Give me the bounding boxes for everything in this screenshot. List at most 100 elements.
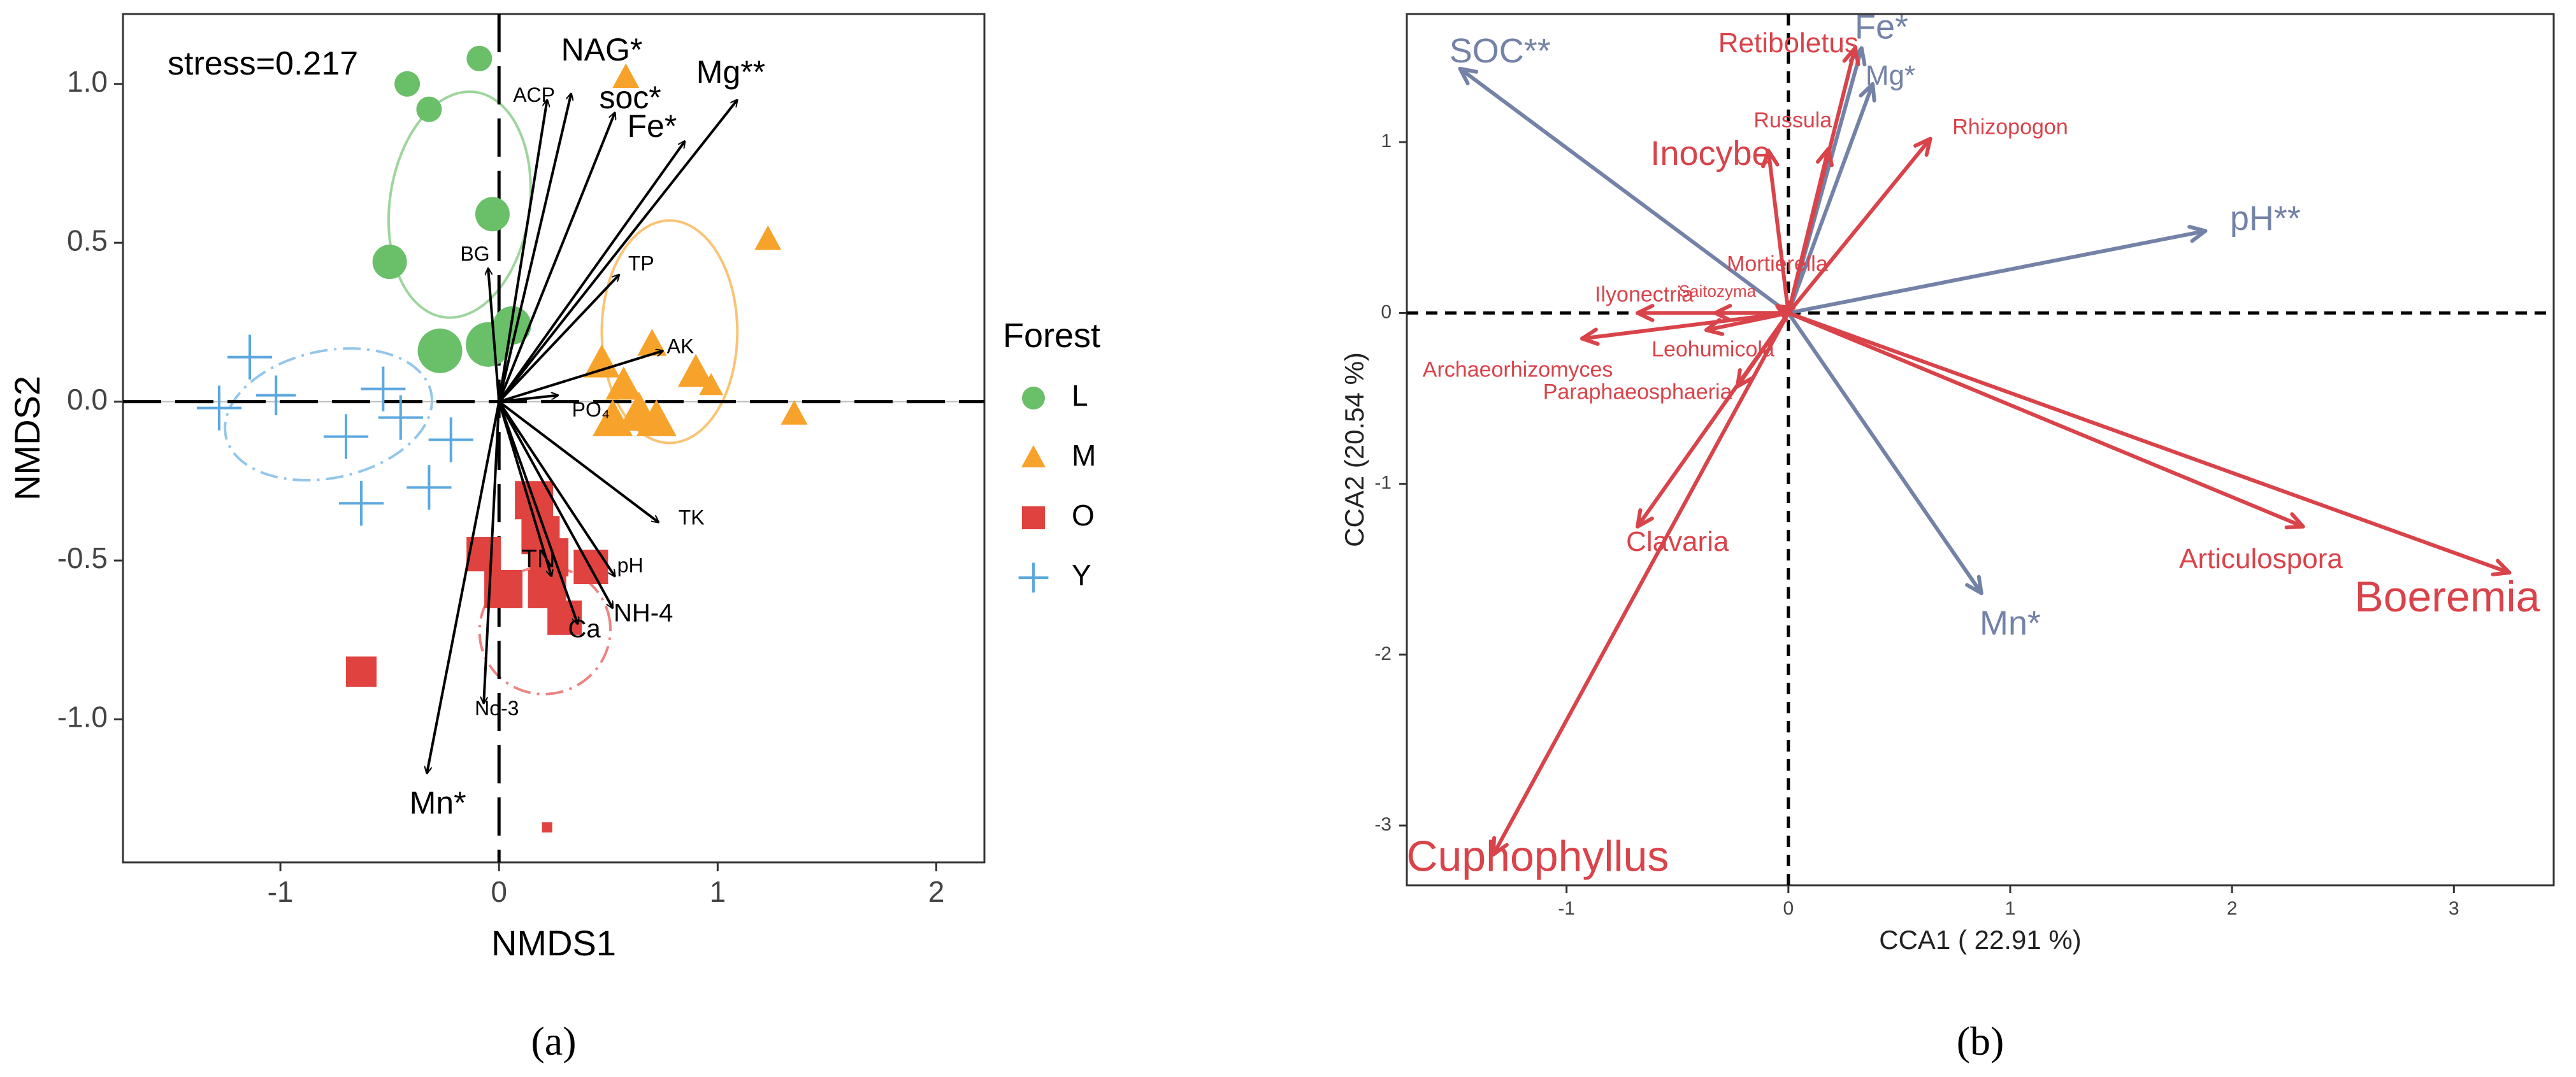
vector-label-po: PO₄ — [572, 398, 610, 421]
vector-label-tn: TN — [521, 545, 555, 573]
point-o-8 — [346, 656, 377, 687]
ellipse-o — [478, 565, 612, 695]
vector-tn — [498, 401, 551, 576]
point-y-7 — [407, 465, 452, 510]
panel-a-y-tick-label-2: 0.0 — [67, 383, 108, 416]
env-label-ph: pH** — [2230, 199, 2301, 238]
panel-b-ticks: -1 0 1 2 3 -3 -2 -1 0 1 — [1374, 131, 2459, 919]
panel-b: SOC** Fe* Mg* pH** Mn* Retiboletus Russula Rhiz… — [1339, 8, 2555, 1064]
species-arrowhead-russula — [1815, 146, 1834, 168]
panel-b-caption: (b) — [1957, 1018, 2004, 1064]
point-y-5 — [323, 414, 369, 459]
panel-b-y-tick-label-4: 1 — [1381, 131, 1392, 152]
ellipse-y — [224, 347, 433, 482]
env-vector-soc — [1458, 66, 1790, 315]
point-m-9 — [781, 400, 808, 425]
env-label-mn: Mn* — [1980, 604, 2041, 643]
point-m-10 — [699, 373, 723, 396]
vector-label-acp: ACP — [513, 83, 555, 106]
species-label-paraphaeosphaeria: Paraphaeosphaeria — [1543, 380, 1732, 404]
env-label-soc: SOC** — [1450, 32, 1551, 70]
point-m-5 — [605, 366, 642, 400]
ellipse-l — [387, 90, 532, 319]
species-label-clavaria: Clavaria — [1626, 526, 1729, 557]
point-l-5 — [417, 328, 463, 373]
vector-soc — [498, 113, 615, 403]
vector-label-ca: Ca — [568, 615, 601, 643]
species-arrowhead-cuphophyllus — [1491, 836, 1509, 857]
legend-label-m: M — [1072, 439, 1096, 472]
panel-a-caption: (a) — [531, 1018, 576, 1064]
point-l-1 — [416, 96, 442, 122]
point-m-3 — [584, 344, 620, 378]
species-label-leohumicola: Leohumicola — [1651, 337, 1774, 361]
species-arrowhead-saitozyma — [1713, 304, 1732, 322]
point-y-0 — [227, 334, 273, 380]
panel-b-vectors: SOC** Fe* Mg* pH** Mn* Retiboletus Russula Rhiz… — [1406, 8, 2540, 880]
vector-nh-4 — [498, 401, 614, 608]
vector-fe — [498, 141, 685, 403]
species-label-mortierella: Mortierella — [1727, 252, 1828, 276]
vector-tp — [498, 275, 619, 403]
panel-a-y-tick-label-4: 1.0 — [67, 65, 108, 98]
vector-nag — [498, 94, 571, 403]
panel-b-y-tick-label-0: -3 — [1374, 814, 1392, 835]
species-arrowhead-rhizopogon — [1913, 136, 1932, 157]
panel-b-reference-lines — [1407, 14, 2554, 885]
stress-annotation: stress=0.217 — [168, 45, 358, 82]
vector-mn — [427, 401, 501, 774]
panel-b-y-tick-label-3: 0 — [1381, 301, 1392, 322]
env-arrowhead-ph — [2187, 225, 2208, 243]
point-l-0 — [394, 71, 421, 97]
panel-a-ticks: -1 0 1 2 -1.0 -0.5 0.0 0.5 1.0 — [57, 65, 945, 908]
point-y-2 — [196, 385, 242, 431]
panel-b-y-tick-label-1: -2 — [1374, 643, 1392, 664]
panel-a-y-tick-label-1: -0.5 — [57, 541, 108, 574]
vector-label-ak: AK — [667, 334, 694, 357]
point-l-4 — [475, 197, 510, 232]
panel-a-y-tick-label-3: 0.5 — [67, 224, 108, 257]
legend-key-y — [1018, 562, 1049, 593]
panel-b-x-tick-label-2: 1 — [2005, 898, 2016, 919]
species-label-retiboletus: Retiboletus — [1718, 27, 1859, 59]
panel-a-x-tick-label-1: 0 — [491, 875, 507, 908]
species-label-boeremia: Boeremia — [2354, 573, 2540, 621]
point-y-6 — [428, 417, 473, 462]
legend-key-o — [1022, 506, 1045, 529]
point-m-7 — [593, 399, 633, 436]
env-label-mg: Mg* — [1866, 60, 1915, 91]
species-vector-articulospora — [1786, 311, 2305, 529]
vector-ph — [498, 401, 615, 576]
species-label-saitozyma: Saitozyma — [1679, 282, 1757, 301]
species-label-archaeorhizomyces: Archaeorhizomyces — [1423, 358, 1613, 382]
point-y-4 — [378, 395, 423, 440]
point-y-3 — [361, 366, 406, 411]
species-vector-clavaria — [1636, 311, 1790, 529]
species-label-ilyonectria: Ilyonectria — [1595, 283, 1694, 307]
vector-label-bg: BG — [460, 243, 489, 266]
species-vector-rhizopogon — [1786, 136, 1932, 315]
legend-label-l: L — [1072, 379, 1088, 412]
vector-label-nh-4: NH-4 — [614, 599, 673, 627]
point-o-9 — [542, 822, 552, 833]
panel-b-plot-frame — [1406, 13, 2555, 887]
panel-a-plot-frame — [122, 13, 986, 864]
species-label-cuphophyllus: Cuphophyllus — [1406, 832, 1669, 881]
ellipse-m — [600, 219, 739, 445]
vector-acp — [498, 100, 547, 402]
panel-a-vectors: NAG* ACP soc* Mg** Fe* BG TP AK PO₄ TK TN pH NH-4 Ca N… — [410, 32, 765, 820]
env-label-fe: Fe* — [1855, 8, 1908, 46]
env-vector-mn — [1786, 311, 1983, 596]
env-arrowhead-soc — [1458, 66, 1479, 85]
point-y-8 — [338, 481, 384, 526]
point-m-4 — [677, 353, 714, 387]
vector-bg — [488, 268, 501, 402]
vector-tk — [498, 401, 658, 523]
panel-a-reference-lines — [123, 14, 984, 862]
legend-label-y: Y — [1072, 559, 1091, 592]
point-y-1 — [256, 375, 296, 415]
vector-ca — [498, 401, 578, 624]
